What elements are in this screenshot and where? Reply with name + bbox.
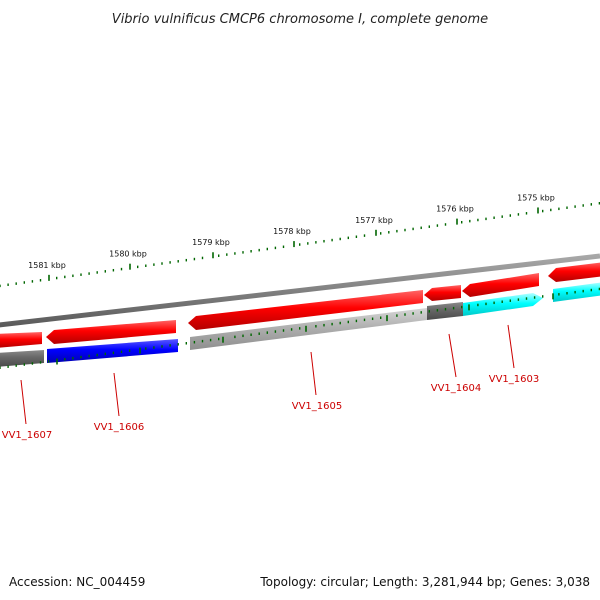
gene-VV1_1607 xyxy=(0,350,44,367)
reverse-feature xyxy=(424,285,461,301)
reverse-feature xyxy=(462,273,539,297)
reverse-feature xyxy=(46,320,176,344)
ruler-tick-label: 1577 kbp xyxy=(355,216,393,225)
ruler-tick-label: 1581 kbp xyxy=(28,261,66,270)
ruler-tick-label: 1579 kbp xyxy=(192,238,230,247)
gene-label: VV1_1605 xyxy=(292,401,343,412)
ruler-tick-label: 1580 kbp xyxy=(109,250,147,259)
inner-ruler xyxy=(0,287,600,369)
leader-line xyxy=(448,333,457,378)
gene-VV1_1606 xyxy=(47,339,178,363)
gene-label: VV1_1604 xyxy=(431,383,482,394)
gene-VV1_1605 xyxy=(190,308,427,350)
map-title: Vibrio vulnificus CMCP6 chromosome I, co… xyxy=(112,12,488,27)
leader-line xyxy=(20,379,27,425)
backbone xyxy=(0,253,600,328)
ruler-tick-label: 1578 kbp xyxy=(273,227,311,236)
reverse-feature xyxy=(188,290,423,330)
forward-strand-track xyxy=(0,282,600,367)
leader-line xyxy=(507,324,515,369)
gene-label: VV1_1606 xyxy=(94,422,145,433)
outer-ruler: 1575 kbp 1576 kbp 1577 kbp 1578 kbp 1579 kbp… xyxy=(0,193,600,288)
reverse-feature xyxy=(0,332,42,348)
gene-VV1_1604 xyxy=(427,302,463,320)
gene-VV1_1603 xyxy=(463,293,543,316)
gene-labels: VV1_1603 VV1_1604 VV1_1605 VV1_1606 VV1_… xyxy=(2,324,540,441)
leader-line xyxy=(113,372,120,417)
reverse-feature xyxy=(548,262,600,282)
gene-label: VV1_1603 xyxy=(489,374,540,385)
gene-label: VV1_1607 xyxy=(2,430,53,441)
ruler-tick-label: 1576 kbp xyxy=(436,205,474,214)
reverse-strand-track xyxy=(0,262,600,348)
ruler-tick-label: 1575 kbp xyxy=(517,193,555,202)
forward-feature xyxy=(553,282,600,302)
leader-line xyxy=(310,351,317,396)
accession-text: Accession: NC_004459 xyxy=(9,575,145,589)
genome-summary-text: Topology: circular; Length: 3,281,944 bp… xyxy=(259,575,590,589)
